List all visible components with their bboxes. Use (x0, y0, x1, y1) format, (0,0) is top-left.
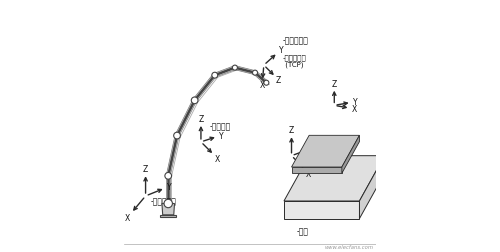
Circle shape (192, 98, 198, 104)
Text: Z: Z (276, 76, 281, 85)
Text: Y: Y (168, 182, 172, 191)
Circle shape (252, 71, 258, 76)
Polygon shape (342, 136, 359, 174)
Polygon shape (214, 67, 236, 78)
Circle shape (212, 73, 218, 79)
Text: -基坐标系: -基坐标系 (210, 121, 231, 131)
Polygon shape (166, 136, 179, 177)
Polygon shape (284, 156, 384, 201)
Polygon shape (360, 156, 384, 219)
Text: Z: Z (332, 80, 337, 89)
Text: X: X (352, 105, 356, 114)
Polygon shape (234, 67, 256, 75)
Polygon shape (166, 176, 170, 204)
Text: -大地坐标系: -大地坐标系 (150, 197, 176, 206)
Text: www.elecfans.com: www.elecfans.com (324, 244, 374, 249)
Text: X: X (306, 169, 312, 178)
Polygon shape (254, 72, 268, 85)
Polygon shape (160, 215, 176, 217)
Text: -工具坐标系: -工具坐标系 (282, 36, 308, 45)
Circle shape (232, 66, 237, 71)
Text: Z: Z (143, 164, 148, 173)
Polygon shape (175, 100, 197, 137)
Text: Y: Y (311, 144, 316, 153)
Text: Z: Z (198, 115, 203, 124)
Circle shape (164, 200, 172, 208)
Text: Z: Z (289, 125, 294, 135)
Text: -工件: -工件 (296, 227, 308, 236)
Text: X: X (214, 154, 220, 163)
Circle shape (264, 81, 269, 86)
Text: X: X (260, 81, 264, 90)
Text: Y: Y (219, 131, 224, 140)
Circle shape (174, 133, 180, 139)
Text: Y: Y (278, 46, 283, 55)
Polygon shape (292, 167, 342, 174)
Polygon shape (292, 136, 360, 167)
Polygon shape (162, 204, 174, 215)
Polygon shape (193, 75, 216, 102)
Polygon shape (284, 201, 360, 219)
Text: X: X (125, 213, 130, 222)
Circle shape (165, 173, 172, 179)
Text: -工具中心点
 (TCP): -工具中心点 (TCP) (282, 54, 306, 68)
Text: Y: Y (353, 98, 358, 107)
